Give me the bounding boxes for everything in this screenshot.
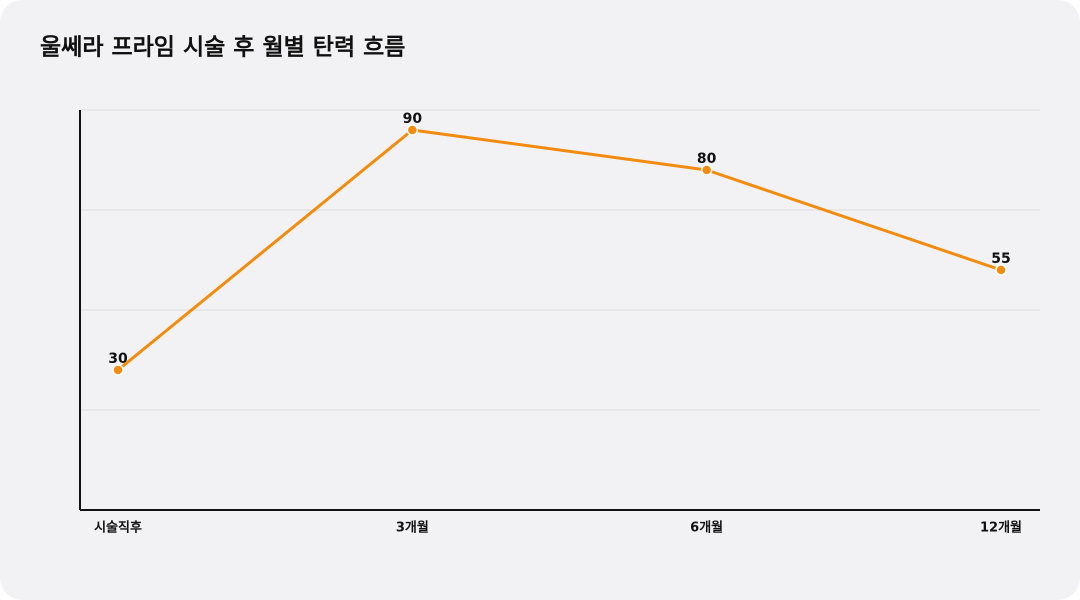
data-label: 55 bbox=[991, 251, 1010, 267]
data-label: 30 bbox=[108, 351, 128, 367]
x-tick-label: 시술직후 bbox=[94, 520, 142, 536]
x-tick-label: 3개월 bbox=[396, 520, 429, 536]
point bbox=[995, 264, 1007, 276]
point bbox=[406, 124, 419, 136]
chart-title: 울쎄라 프라임 시술 후 월별 탄력 흐름 bbox=[40, 35, 405, 61]
data-label: 80 bbox=[697, 151, 717, 167]
x-tick-label: 6개월 bbox=[690, 520, 723, 536]
x-tick-label: 12개월 bbox=[980, 520, 1022, 536]
line bbox=[117, 128, 1002, 372]
point bbox=[112, 364, 124, 376]
point bbox=[700, 164, 713, 176]
data-label: 90 bbox=[403, 111, 423, 127]
